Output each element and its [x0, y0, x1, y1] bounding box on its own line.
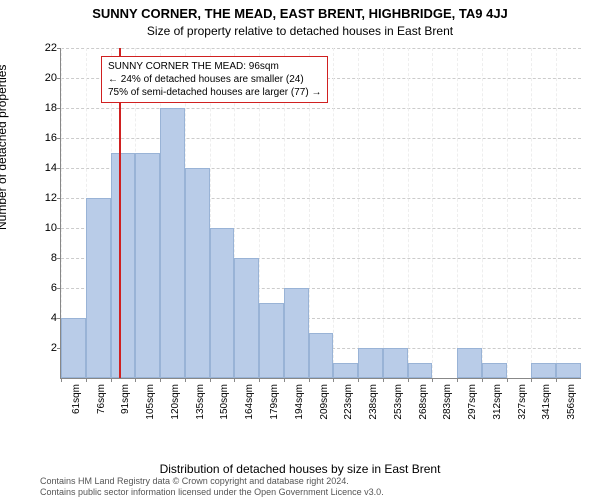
gridline-v	[383, 48, 384, 378]
x-tick-mark	[259, 378, 260, 382]
x-tick-mark	[556, 378, 557, 382]
x-tick-mark	[234, 378, 235, 382]
x-tick-label: 61sqm	[71, 384, 82, 414]
histogram-bar	[234, 258, 259, 378]
y-tick-label: 2	[37, 342, 57, 354]
gridline-v	[482, 48, 483, 378]
gridline-v	[507, 48, 508, 378]
x-tick-mark	[185, 378, 186, 382]
x-tick-mark	[457, 378, 458, 382]
x-tick-mark	[160, 378, 161, 382]
annotation-line: ← 24% of detached houses are smaller (24…	[108, 73, 321, 86]
x-tick-mark	[507, 378, 508, 382]
gridline-h	[61, 138, 581, 139]
chart-subtitle: Size of property relative to detached ho…	[0, 24, 600, 38]
gridline-v	[408, 48, 409, 378]
x-tick-mark	[111, 378, 112, 382]
footer-line-1: Contains HM Land Registry data © Crown c…	[40, 476, 384, 487]
annotation-line: SUNNY CORNER THE MEAD: 96sqm	[108, 60, 321, 73]
gridline-v	[556, 48, 557, 378]
y-tick-label: 6	[37, 282, 57, 294]
x-tick-label: 105sqm	[145, 384, 156, 420]
y-tick-label: 22	[37, 42, 57, 54]
x-tick-mark	[432, 378, 433, 382]
x-tick-label: 179sqm	[269, 384, 280, 420]
x-tick-mark	[358, 378, 359, 382]
x-tick-label: 268sqm	[418, 384, 429, 420]
x-tick-mark	[482, 378, 483, 382]
y-tick-label: 10	[37, 222, 57, 234]
x-tick-label: 327sqm	[517, 384, 528, 420]
x-tick-mark	[61, 378, 62, 382]
chart-title: SUNNY CORNER, THE MEAD, EAST BRENT, HIGH…	[0, 6, 600, 21]
x-tick-label: 341sqm	[541, 384, 552, 420]
gridline-v	[457, 48, 458, 378]
x-tick-label: 164sqm	[244, 384, 255, 420]
histogram-bar	[556, 363, 581, 378]
gridline-v	[358, 48, 359, 378]
histogram-bar	[284, 288, 309, 378]
x-tick-label: 209sqm	[319, 384, 330, 420]
y-tick-label: 8	[37, 252, 57, 264]
x-tick-mark	[333, 378, 334, 382]
x-axis-label: Distribution of detached houses by size …	[0, 462, 600, 476]
y-tick-label: 20	[37, 72, 57, 84]
x-tick-mark	[210, 378, 211, 382]
annotation-line: 75% of semi-detached houses are larger (…	[108, 86, 321, 99]
x-tick-label: 312sqm	[492, 384, 503, 420]
x-tick-mark	[309, 378, 310, 382]
histogram-bar	[531, 363, 556, 378]
y-tick-label: 4	[37, 312, 57, 324]
y-tick-label: 14	[37, 162, 57, 174]
plot-area: 24681012141618202261sqm76sqm91sqm105sqm1…	[60, 48, 581, 379]
histogram-bar	[383, 348, 408, 378]
x-tick-label: 120sqm	[170, 384, 181, 420]
y-tick-label: 18	[37, 102, 57, 114]
x-tick-mark	[135, 378, 136, 382]
gridline-h	[61, 48, 581, 49]
x-tick-label: 194sqm	[294, 384, 305, 420]
x-tick-label: 297sqm	[467, 384, 478, 420]
x-tick-label: 76sqm	[96, 384, 107, 414]
x-tick-mark	[408, 378, 409, 382]
histogram-bar	[408, 363, 433, 378]
x-tick-mark	[284, 378, 285, 382]
histogram-bar	[333, 363, 358, 378]
footer-line-2: Contains public sector information licen…	[40, 487, 384, 498]
x-tick-label: 223sqm	[343, 384, 354, 420]
histogram-bar	[482, 363, 507, 378]
x-tick-label: 356sqm	[566, 384, 577, 420]
x-tick-mark	[86, 378, 87, 382]
chart-container: SUNNY CORNER, THE MEAD, EAST BRENT, HIGH…	[0, 0, 600, 500]
histogram-bar	[210, 228, 235, 378]
x-tick-label: 91sqm	[120, 384, 131, 414]
footer-attribution: Contains HM Land Registry data © Crown c…	[40, 476, 384, 498]
gridline-v	[432, 48, 433, 378]
histogram-bar	[457, 348, 482, 378]
histogram-bar	[185, 168, 210, 378]
x-tick-label: 238sqm	[368, 384, 379, 420]
histogram-bar	[86, 198, 111, 378]
x-tick-label: 283sqm	[442, 384, 453, 420]
histogram-bar	[135, 153, 160, 378]
histogram-bar	[160, 108, 185, 378]
x-tick-mark	[531, 378, 532, 382]
histogram-bar	[309, 333, 334, 378]
histogram-bar	[61, 318, 86, 378]
histogram-bar	[259, 303, 284, 378]
annotation-box: SUNNY CORNER THE MEAD: 96sqm← 24% of det…	[101, 56, 328, 103]
x-tick-mark	[383, 378, 384, 382]
histogram-bar	[358, 348, 383, 378]
y-tick-label: 12	[37, 192, 57, 204]
y-axis-label: Number of detached properties	[0, 65, 9, 230]
gridline-v	[531, 48, 532, 378]
x-tick-label: 150sqm	[219, 384, 230, 420]
gridline-v	[333, 48, 334, 378]
x-tick-label: 135sqm	[195, 384, 206, 420]
histogram-bar	[111, 153, 136, 378]
x-tick-label: 253sqm	[393, 384, 404, 420]
gridline-h	[61, 108, 581, 109]
y-tick-label: 16	[37, 132, 57, 144]
